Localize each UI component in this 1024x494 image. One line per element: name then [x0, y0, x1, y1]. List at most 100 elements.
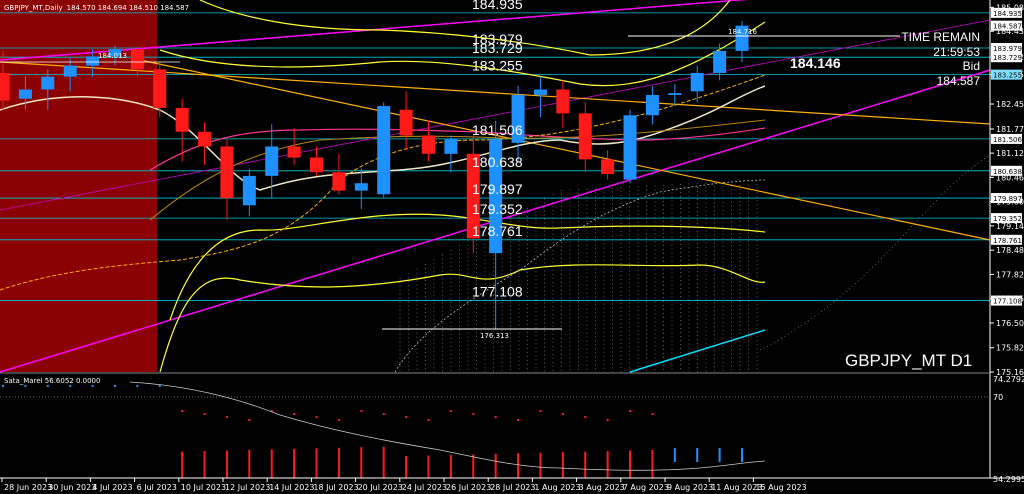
price-tag-label: 178.761 [993, 237, 1022, 245]
candle [86, 49, 100, 77]
price-tag-label: 177.108 [993, 298, 1022, 306]
osc-bar [293, 448, 296, 478]
osc-bar [449, 454, 452, 478]
price-tag-label: 183.729 [993, 54, 1022, 62]
candle [556, 80, 570, 129]
candle-body [377, 106, 391, 195]
level-text: 178.761 [472, 223, 523, 239]
candle-body [198, 131, 212, 147]
candle-body [41, 76, 55, 90]
price-tag-box [991, 69, 1022, 80]
candle-body [511, 95, 525, 143]
price-tag-box [991, 165, 1022, 176]
magenta-channel-mid [0, 19, 991, 211]
cloud-area [394, 154, 991, 373]
magenta-channel-upper [0, 0, 749, 61]
date-tick-label: 11 Aug 2023 [711, 483, 762, 492]
osc-tick-top: 74.2792 [993, 375, 1024, 384]
price-tick-label: 179.140 [996, 222, 1024, 231]
date-tick-label: 15 Aug 2023 [755, 483, 806, 492]
osc-dot [46, 385, 49, 387]
oscillator-panel: Sata_Marel 56.6052 0.0000 74.2792 70 54.… [0, 375, 1024, 484]
candle [668, 83, 682, 107]
osc-bar [584, 451, 587, 478]
price-tick-label: 175.825 [996, 344, 1024, 353]
candle-body [533, 89, 547, 96]
osc-dot [606, 419, 609, 421]
osc-dot [629, 410, 632, 412]
osc-bar [494, 453, 497, 478]
osc-bar [718, 448, 721, 462]
candle [63, 58, 77, 92]
date-tick-label: 24 Jul 2023 [402, 483, 447, 492]
price-tick-label: 185.085 [996, 3, 1024, 12]
date-tick-label: 1 Aug 2023 [534, 483, 580, 492]
candle-body [265, 146, 279, 176]
osc-dot [561, 413, 564, 415]
candle [242, 168, 256, 217]
candle [713, 43, 727, 81]
level-text: 177.108 [472, 284, 523, 300]
osc-dot [472, 413, 475, 415]
symbol-watermark: GBPJPY_MT D1 [845, 351, 972, 370]
price-tag-box [991, 295, 1022, 306]
price-tag-box [991, 52, 1022, 63]
candle-body [668, 93, 682, 96]
osc-dot [382, 413, 385, 415]
price-tag-label: 179.897 [993, 195, 1022, 203]
candle-body [287, 146, 301, 158]
price-tick-label: 181.120 [996, 149, 1024, 158]
date-tick-label: 18 Jul 2023 [313, 483, 358, 492]
price-tick-label: 184.435 [996, 27, 1024, 36]
oscillator-line [129, 381, 766, 471]
osc-tick-mid: 70 [993, 393, 1003, 402]
date-tick-label: 7 Aug 2023 [623, 483, 669, 492]
candle-body [489, 139, 503, 254]
osc-dot [360, 410, 363, 412]
osc-bar [741, 448, 743, 462]
osc-dot [113, 385, 116, 387]
candle [41, 69, 55, 110]
price-tick-label: 178.480 [996, 246, 1024, 255]
candle-body [354, 183, 368, 191]
candle [0, 50, 10, 110]
price-tick-label: 182.455 [996, 100, 1024, 109]
big-bid-value: 184.146 [790, 55, 841, 71]
candle-body [63, 65, 77, 77]
orange-trend-line-2 [139, 59, 991, 241]
bid-value: 184.587 [937, 74, 981, 88]
price-tag-label: 180.638 [993, 168, 1022, 176]
date-tick-label: 20 Jul 2023 [358, 483, 403, 492]
upper-band-inner [159, 21, 766, 87]
osc-bar [696, 448, 699, 462]
candle [735, 20, 749, 62]
candle-body [645, 95, 659, 116]
candle [444, 135, 458, 173]
candle-body [332, 172, 346, 191]
osc-dot [91, 385, 94, 387]
price-tag-label: 184.587 [993, 23, 1022, 31]
candle [489, 120, 503, 330]
candle-body [86, 56, 100, 66]
candle [354, 168, 368, 209]
osc-dot [2, 385, 4, 387]
candle [310, 146, 324, 176]
osc-dot [181, 410, 184, 412]
lower-band-inner [169, 213, 766, 321]
candle [533, 76, 547, 118]
osc-dot [225, 416, 228, 418]
level-text: 184.935 [472, 0, 523, 12]
price-tag-box [991, 234, 1022, 245]
date-tick-label: 9 Aug 2023 [667, 483, 713, 492]
candle [332, 153, 346, 195]
osc-dot [584, 416, 587, 418]
osc-bar [629, 450, 632, 478]
osc-bar [315, 448, 318, 478]
price-tag-box [991, 20, 1022, 31]
candle-body [421, 135, 435, 154]
osc-dot [136, 385, 139, 387]
osc-bar [270, 449, 273, 478]
